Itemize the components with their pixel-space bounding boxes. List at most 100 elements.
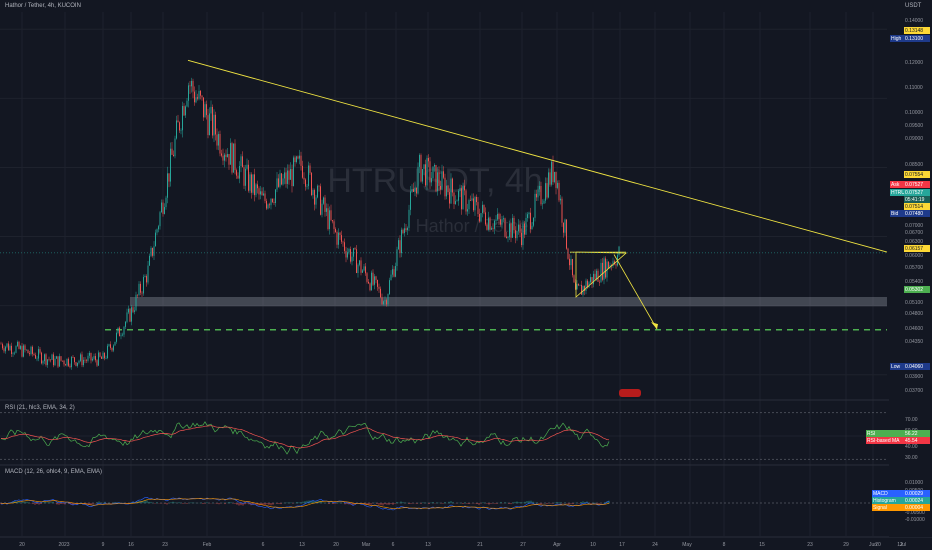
- time-axis[interactable]: 20 2023 9 16 23 Feb 6 13 20 Mar 6 13 21 27 Apr 10 17 24 Ma…: [19, 542, 906, 548]
- candle-body: [95, 356, 96, 361]
- currency-label[interactable]: USDT: [905, 3, 922, 9]
- macd-hist-bar: [374, 502, 376, 504]
- candle-body: [500, 219, 501, 225]
- candle-body: [162, 202, 164, 214]
- macd-hist-bar: [34, 503, 36, 505]
- candle-body: [350, 249, 351, 262]
- macd-hist-bar: [386, 503, 388, 505]
- macd-hist-bar: [290, 502, 292, 504]
- rsi-legend[interactable]: RSI (21, hlc3, EMA, 34, 2): [5, 405, 75, 411]
- candle-body: [603, 258, 605, 280]
- candle-body: [482, 204, 483, 214]
- macd-hist-bar: [408, 503, 410, 505]
- macd-badge-bg: [904, 504, 930, 511]
- candle-body: [528, 212, 530, 215]
- candle-body: [527, 214, 528, 218]
- candle-body: [525, 217, 527, 235]
- candle-body: [182, 106, 183, 131]
- candle-body: [407, 227, 408, 231]
- candle-body: [423, 164, 425, 169]
- time-tick: 27: [520, 542, 526, 548]
- candle-body: [404, 228, 405, 234]
- candle-body: [122, 334, 123, 336]
- macd-hist-bar: [330, 502, 332, 504]
- candle-body: [581, 284, 582, 295]
- macd-hist-bar: [230, 502, 232, 504]
- candle-body: [552, 161, 554, 183]
- macd-hist-bar: [302, 501, 304, 504]
- candle-body: [219, 134, 221, 154]
- candle-body: [600, 262, 602, 283]
- candle-body: [318, 185, 320, 187]
- candle-body: [465, 190, 467, 212]
- macd-hist-bar: [508, 503, 510, 504]
- candle-body: [258, 188, 260, 195]
- macd-hist-bar: [496, 503, 498, 504]
- macd-hist-bar: [504, 502, 506, 504]
- candle-body: [591, 277, 593, 285]
- macd-badge-label-bg: [872, 504, 904, 511]
- candle-body: [126, 312, 128, 322]
- macd-hist-bar: [314, 501, 316, 504]
- candle-body: [444, 177, 446, 197]
- event-markers[interactable]: [619, 389, 641, 397]
- price-badge-label-bg: [890, 210, 904, 217]
- candle-body: [569, 258, 570, 266]
- macd-hist-bar: [200, 502, 202, 504]
- candle-body: [132, 307, 134, 312]
- macd-hist-bar: [298, 502, 300, 504]
- candle-body: [84, 359, 86, 361]
- macd-hist-bar: [182, 503, 184, 504]
- candle-body: [137, 294, 138, 296]
- macd-hist-bar: [166, 503, 168, 505]
- candle-body: [609, 265, 611, 268]
- macd-hist-bar: [570, 503, 572, 504]
- candle-body: [570, 259, 572, 266]
- candle-body: [290, 168, 291, 180]
- candle-body: [336, 232, 338, 245]
- candle-body: [302, 165, 303, 178]
- rsi-badge-label-bg: [866, 430, 904, 437]
- macd-hist-bar: [190, 502, 192, 504]
- candle-body: [5, 346, 6, 352]
- macd-hist-bar: [74, 503, 76, 505]
- candle-body: [602, 262, 603, 280]
- time-tick: Jun: [869, 542, 877, 548]
- candle-body: [96, 360, 98, 366]
- candle-body: [543, 200, 545, 204]
- candle-body: [564, 219, 566, 233]
- candle-body: [150, 247, 152, 256]
- macd-hist-bar: [428, 503, 430, 504]
- candle-body: [36, 358, 38, 360]
- candle-body: [42, 361, 44, 364]
- demand-zone: [130, 297, 887, 307]
- candle-body: [216, 134, 218, 146]
- macd-legend[interactable]: MACD (12, 26, ohlc4, 9, EMA, EMA): [5, 469, 103, 475]
- macd-hist-bar: [546, 503, 548, 505]
- symbol-legend[interactable]: Hathor / Tether, 4h, KUCOIN: [5, 3, 81, 9]
- macd-hist-bar: [98, 501, 100, 504]
- candle-body: [75, 362, 77, 366]
- candle-body: [488, 217, 489, 230]
- macd-hist-bar: [300, 502, 302, 504]
- macd-hist-bar: [204, 503, 206, 504]
- candle-body: [0, 343, 2, 345]
- price-axis[interactable]: 0.14000 0.13148 0.13100 0.12000 0.11000 0.100…: [866, 0, 932, 537]
- candle-body: [410, 191, 411, 210]
- macd-hist-bar: [144, 500, 146, 504]
- macd-hist-bar: [512, 502, 514, 504]
- candle-body: [261, 191, 263, 196]
- candle-body: [257, 184, 258, 189]
- candle-body: [71, 357, 72, 368]
- candle-body: [65, 364, 66, 366]
- candle-body: [485, 212, 486, 225]
- candle-body: [341, 235, 342, 242]
- macd-hist-bar: [520, 502, 522, 504]
- macd-hist-bar: [528, 500, 530, 504]
- candle-body: [93, 356, 95, 359]
- candle-body: [275, 189, 276, 204]
- candle-body: [440, 185, 441, 190]
- price-badge-bg: [904, 196, 930, 203]
- candle-body: [615, 264, 617, 266]
